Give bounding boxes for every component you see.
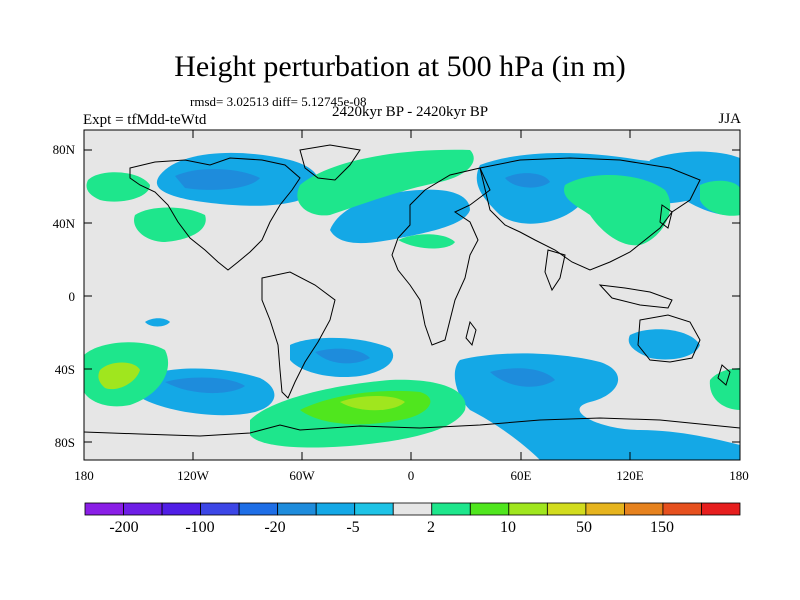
- coastline-antarctica: [83, 417, 741, 437]
- lat-label-40s: 40S: [54, 362, 75, 377]
- contour-neg-spacific-core: [165, 377, 245, 394]
- contour-pos-satlantic-core: [340, 396, 405, 411]
- coastline-japan: [659, 204, 673, 229]
- colorbar-segment: [200, 502, 240, 516]
- colorbar-segment: [469, 502, 510, 516]
- colorbar-label-150: 150: [650, 519, 674, 536]
- lon-label-120w: 120W: [177, 468, 209, 483]
- colorbar-label-50: 50: [576, 519, 592, 536]
- contour-pos-africa: [398, 234, 455, 249]
- contour-pos-atlantic: [297, 149, 474, 216]
- colorbar-segment: [84, 502, 124, 516]
- contour-neg-npacific-core: [175, 169, 260, 190]
- contour-pos-npac-e: [700, 180, 740, 216]
- colorbar-segment: [508, 502, 548, 516]
- coastline-north-america: [129, 157, 301, 271]
- colorbar-label-2: 2: [427, 519, 435, 536]
- lat-label-40n: 40N: [52, 216, 75, 231]
- coastline-new-zealand: [717, 364, 731, 386]
- colorbar-segment: [546, 502, 587, 516]
- lon-label-180e: 180: [729, 468, 749, 483]
- lat-label-80n: 80N: [52, 142, 75, 157]
- colorbar-label-m100: -100: [185, 519, 215, 536]
- lon-label-0: 0: [407, 468, 415, 483]
- contour-neg-australia: [628, 329, 700, 360]
- season-label: JJA: [718, 111, 741, 127]
- colorbar-segment: [701, 502, 741, 516]
- contour-pos-australia-s: [709, 368, 740, 410]
- colorbar-label-m20: -20: [264, 519, 286, 536]
- contour-neg-eurasia-core: [505, 173, 550, 188]
- period-label: 2420kyr BP - 2420kyr BP: [331, 104, 489, 120]
- contour-pos-asia: [564, 174, 671, 246]
- coastline-madagascar: [465, 320, 477, 347]
- coastline-south-america: [261, 271, 336, 399]
- colorbar-label-10: 10: [500, 519, 516, 536]
- colorbar: [84, 502, 741, 516]
- stats-text: rmsd= 3.02513 diff= 5.12745e-08: [190, 94, 367, 109]
- coastline-europe-africa: [391, 167, 491, 346]
- colorbar-segment: [277, 502, 317, 516]
- lat-label-80s: 80S: [54, 435, 75, 450]
- contour-neg-pac-small: [145, 318, 170, 327]
- colorbar-segment: [392, 502, 433, 516]
- coastlines: [83, 144, 741, 437]
- colorbar-segment: [585, 502, 625, 516]
- colorbar-segment: [431, 502, 471, 516]
- experiment-label: Expt = tfMdd-teWtd: [83, 112, 207, 128]
- colorbar-segment: [161, 502, 201, 516]
- contour-fields: [84, 149, 740, 460]
- colorbar-segment: [662, 502, 702, 516]
- plot-title: Height perturbation at 500 hPa (in m): [174, 50, 626, 83]
- colorbar-segment: [315, 502, 356, 516]
- colorbar-segment: [624, 502, 664, 516]
- map-frame: [83, 129, 741, 461]
- coastline-australia: [637, 314, 701, 363]
- coastline-india: [544, 249, 566, 292]
- contour-pos-namerica: [134, 207, 206, 242]
- contour-pos-spac-w-core: [98, 362, 140, 390]
- colorbar-segment: [123, 502, 163, 516]
- contour-pos-npac-w: [86, 172, 150, 202]
- coastline-asia: [479, 157, 701, 271]
- colorbar-label-m200: -200: [109, 519, 139, 536]
- colorbar-segment: [354, 502, 394, 516]
- contour-neg-indian-core: [490, 368, 555, 387]
- axis-ticks: [84, 130, 740, 460]
- coastline-se-asia-islands: [598, 284, 673, 309]
- colorbar-label-m5: -5: [346, 519, 360, 536]
- lat-label-eq: 0: [68, 289, 76, 304]
- lon-label-60e: 60E: [510, 468, 532, 483]
- lon-label-60w: 60W: [289, 468, 315, 483]
- coastline-greenland: [299, 144, 361, 181]
- lon-label-180w: 180: [74, 468, 94, 483]
- contour-neg-samerica-core: [315, 348, 370, 364]
- colorbar-segment: [238, 502, 279, 516]
- lon-label-120e: 120E: [616, 468, 644, 483]
